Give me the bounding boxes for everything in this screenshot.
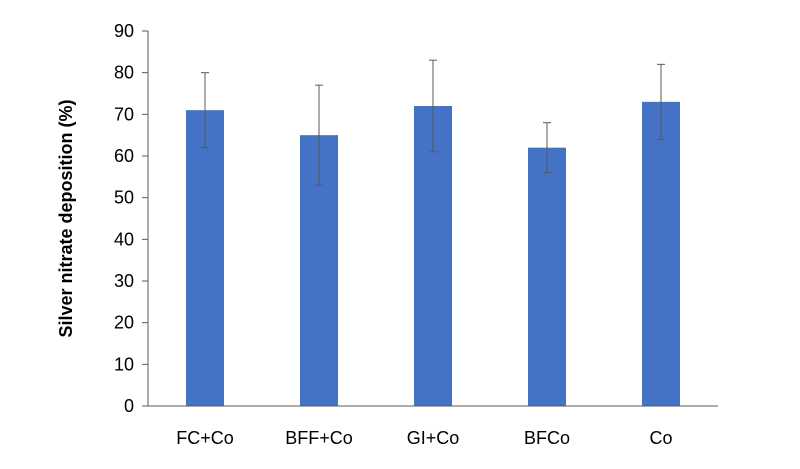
- error-bar: [429, 59, 437, 153]
- bars: [186, 101, 680, 407]
- x-axis-labels: FC+Co BFF+Co GI+Co BFCo Co: [176, 428, 672, 448]
- y-tick-label: 50: [114, 188, 134, 208]
- bar: [186, 110, 224, 407]
- y-tick-label: 40: [114, 229, 134, 249]
- x-tick-label: FC+Co: [176, 428, 234, 448]
- y-tick-label: 80: [114, 63, 134, 83]
- error-bar: [543, 122, 551, 174]
- x-tick-label: BFF+Co: [285, 428, 353, 448]
- y-tick-label: 30: [114, 271, 134, 291]
- y-axis-ticks: 0 10 20 30 40 50 60 70 80 90: [114, 21, 148, 416]
- y-axis-title: Silver nitrate deposition (%): [56, 99, 76, 337]
- y-tick-label: 0: [124, 396, 134, 416]
- y-tick-label: 70: [114, 104, 134, 124]
- bar: [414, 106, 452, 406]
- bar: [642, 101, 680, 406]
- y-tick-label: 10: [114, 354, 134, 374]
- y-tick-label: 60: [114, 146, 134, 166]
- x-tick-label: Co: [649, 428, 672, 448]
- x-tick-label: GI+Co: [407, 428, 460, 448]
- error-bar: [201, 72, 209, 149]
- y-tick-label: 90: [114, 21, 134, 41]
- error-bars: [201, 59, 665, 186]
- x-tick-label: BFCo: [524, 428, 570, 448]
- error-bar: [657, 63, 665, 140]
- error-bar: [315, 84, 323, 186]
- y-tick-label: 20: [114, 313, 134, 333]
- bar: [528, 147, 566, 406]
